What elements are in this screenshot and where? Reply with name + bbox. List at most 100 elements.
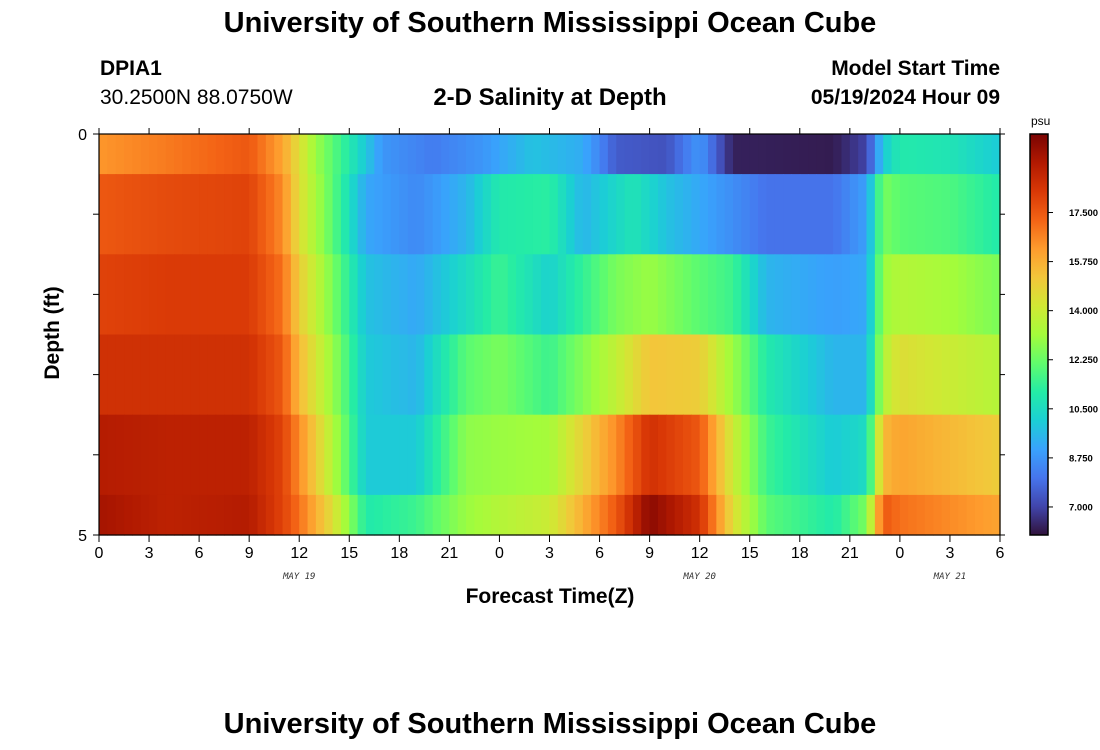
heatmap-cell — [441, 134, 450, 175]
heatmap-cell — [365, 414, 375, 496]
heatmap-cell — [416, 174, 425, 255]
heatmap-cell — [516, 414, 526, 496]
heatmap-cell — [140, 174, 150, 255]
x-tick-label: 0 — [895, 545, 904, 562]
heatmap-cell — [682, 134, 692, 175]
heatmap-cell — [674, 254, 684, 336]
heatmap-cell — [574, 174, 584, 255]
heatmap-cell — [607, 134, 617, 175]
x-tick-label: 6 — [595, 545, 604, 562]
x-tick-label: 0 — [95, 545, 104, 562]
heatmap-cell — [724, 414, 734, 496]
heatmap-cell — [249, 134, 259, 175]
axes: 0 3 6 9 12 15 18 21 0 3 6 9 12 15 18 21 0 3 6 MAY 19 MAY 20 M… — [78, 127, 1005, 582]
heatmap-cell — [307, 414, 317, 496]
heatmap-cell — [174, 134, 184, 175]
heatmap-cell — [199, 334, 209, 416]
heatmap-cell — [941, 254, 951, 336]
heatmap-cell — [240, 134, 250, 175]
heatmap-cell — [149, 414, 158, 496]
heatmap-cell — [149, 254, 158, 336]
heatmap-cell — [641, 134, 651, 175]
heatmap-cell — [666, 414, 676, 496]
heatmap-cell — [232, 174, 242, 255]
heatmap-cell — [482, 494, 492, 536]
heatmap-cell — [466, 134, 476, 175]
heatmap-cell — [516, 134, 526, 175]
heatmap-cell — [783, 334, 793, 416]
heatmap-cell — [908, 334, 918, 416]
heatmap-cell — [107, 174, 117, 255]
heatmap-cell — [432, 414, 442, 496]
heatmap-cell — [541, 254, 551, 336]
x-tick-label: 12 — [290, 545, 308, 562]
heatmap-cell — [215, 174, 225, 255]
heatmap-cell — [632, 134, 642, 175]
heatmap-cell — [674, 174, 684, 255]
heatmap-cell — [966, 174, 976, 255]
heatmap-cell — [799, 334, 809, 416]
heatmap-cell — [240, 414, 250, 496]
heatmap-cell — [132, 414, 142, 496]
heatmap-cell — [249, 254, 259, 336]
heatmap-cell — [666, 134, 676, 175]
heatmap-cell — [182, 334, 192, 416]
heatmap-cell — [582, 254, 592, 336]
heatmap-cell — [182, 414, 192, 496]
heatmap-cell — [466, 334, 476, 416]
heatmap-cell — [958, 254, 968, 336]
heatmap-cell — [824, 134, 834, 175]
heatmap-cell — [716, 134, 726, 175]
heatmap-cell — [265, 414, 275, 496]
heatmap-cell — [766, 254, 776, 336]
heatmap-cell — [983, 334, 993, 416]
heatmap-cell — [674, 494, 684, 536]
heatmap-cell — [858, 494, 868, 536]
heatmap-cell — [682, 414, 692, 496]
heatmap-cell — [232, 494, 242, 536]
heatmap-cell — [841, 254, 851, 336]
heatmap-cell — [240, 254, 250, 336]
heatmap-cell — [724, 334, 734, 416]
heatmap-cell — [858, 414, 868, 496]
heatmap-cell — [949, 494, 959, 536]
heatmap-cell — [99, 174, 108, 255]
heatmap-cell — [249, 414, 259, 496]
heatmap-cell — [324, 174, 334, 255]
heatmap-cell — [282, 414, 292, 496]
heatmap-cell — [824, 174, 834, 255]
heatmap-cell — [174, 494, 184, 536]
heatmap-cell — [257, 254, 267, 336]
heatmap-cell — [791, 174, 801, 255]
heatmap-cell — [374, 494, 384, 536]
heatmap-cell — [466, 174, 476, 255]
heatmap-cell — [299, 334, 309, 416]
heatmap-cell — [224, 134, 234, 175]
heatmap-cell — [516, 174, 526, 255]
heatmap-cell — [991, 174, 1001, 255]
heatmap-cell — [841, 134, 851, 175]
heatmap-cell — [541, 134, 551, 175]
heatmap-cell — [416, 494, 425, 536]
heatmap-cell — [474, 174, 484, 255]
heatmap-cell — [582, 174, 592, 255]
heatmap-cell — [315, 254, 325, 336]
heatmap-cell — [824, 414, 834, 496]
heatmap-cell — [924, 414, 934, 496]
heatmap-cell — [908, 414, 918, 496]
heatmap-cell — [407, 254, 417, 336]
x-tick-label: 3 — [545, 545, 554, 562]
heatmap-cell — [365, 334, 375, 416]
heatmap-cell — [724, 134, 734, 175]
heatmap-cell — [816, 414, 826, 496]
heatmap-cell — [774, 334, 784, 416]
heatmap-cell — [432, 174, 442, 255]
heatmap-cell — [140, 134, 150, 175]
heatmap-cell — [908, 134, 918, 175]
heatmap-cell — [974, 414, 984, 496]
heatmap-cell — [716, 414, 726, 496]
heatmap-cell — [708, 494, 717, 536]
heatmap-cell — [474, 334, 484, 416]
heatmap-cell — [340, 494, 350, 536]
heatmap-cell — [849, 174, 859, 255]
